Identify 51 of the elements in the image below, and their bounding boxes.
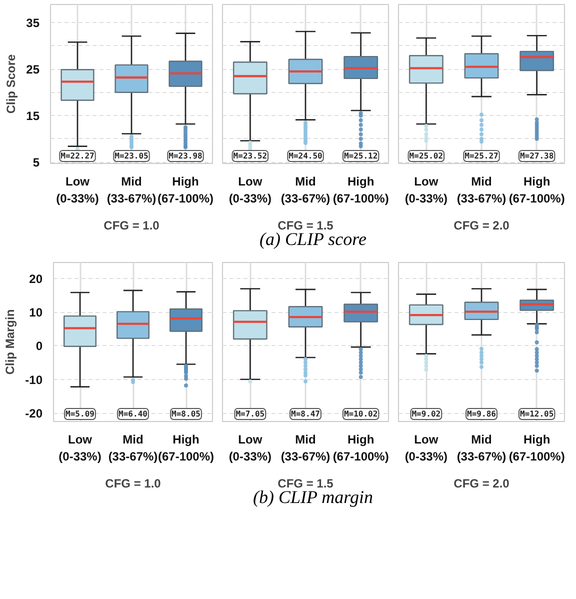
annotation: M=24.50	[288, 152, 323, 160]
x-axis-title: CFG = 2.0	[454, 218, 510, 232]
y-tick-label: 5	[32, 156, 40, 170]
annotation: M=22.27	[60, 152, 95, 160]
y-tick-label: 35	[26, 16, 40, 30]
annotation: M=12.05	[520, 409, 554, 418]
x-tick-label: High (67-100%)	[157, 174, 214, 206]
annotation: M=25.27	[464, 152, 499, 160]
x-tick-label: Low (0-33%)	[228, 432, 272, 464]
y-tick-label: -10	[25, 372, 43, 387]
annotation: M=5.09	[66, 409, 95, 418]
x-axis-title: CFG = 2.0	[454, 476, 510, 490]
annotation: M=23.52	[233, 152, 268, 160]
x-tick-label: Low (0-33%)	[404, 432, 448, 464]
annotation: M=7.05	[236, 409, 265, 418]
x-tick-label: Low (0-33%)	[404, 174, 448, 206]
y-tick-label: 0	[36, 338, 43, 353]
x-axis-title: CFG = 1.0	[105, 476, 162, 490]
x-tick-label: Mid (33-67%)	[456, 174, 506, 206]
x-tick-label: Mid (33-67%)	[456, 432, 506, 464]
x-axis-title: CFG = 1.0	[104, 218, 160, 232]
x-tick-label: High (67-100%)	[332, 432, 389, 464]
annotation: M=23.05	[114, 152, 149, 160]
annotation: M=25.02	[409, 152, 444, 160]
annotation: M=8.05	[172, 409, 201, 418]
annotation: M=10.02	[344, 409, 378, 418]
annotation: M=9.86	[467, 409, 496, 418]
annotation: M=9.02	[412, 409, 441, 418]
annotation: M=8.47	[291, 409, 320, 418]
x-tick-label: Mid (33-67%)	[106, 174, 156, 206]
annotation: M=6.40	[118, 409, 148, 418]
x-tick-label: High (67-100%)	[508, 174, 565, 206]
y-tick-label: 25	[26, 62, 40, 77]
y-tick-label: 20	[29, 272, 43, 286]
y-tick-label: 10	[29, 305, 43, 320]
x-tick-label: High (67-100%)	[332, 174, 389, 206]
annotation: M=23.98	[168, 152, 203, 160]
x-tick-label: Mid (33-67%)	[280, 432, 330, 464]
x-tick-label: High (67-100%)	[508, 432, 565, 464]
x-tick-label: Mid (33-67%)	[108, 432, 158, 464]
y-tick-label: 15	[26, 109, 40, 124]
y-tick-label: -20	[25, 406, 43, 420]
x-tick-label: Mid (33-67%)	[280, 174, 330, 206]
x-tick-label: Low (0-33%)	[58, 432, 102, 464]
x-tick-label: High (67-100%)	[158, 432, 214, 464]
x-tick-label: Low (0-33%)	[56, 174, 99, 206]
y-axis-title: Clip Score	[4, 54, 18, 114]
annotation: M=27.38	[520, 152, 554, 160]
y-axis-title: Clip Margin	[3, 309, 18, 374]
x-tick-label: Low (0-33%)	[228, 174, 272, 206]
annotation: M=25.12	[344, 152, 378, 160]
